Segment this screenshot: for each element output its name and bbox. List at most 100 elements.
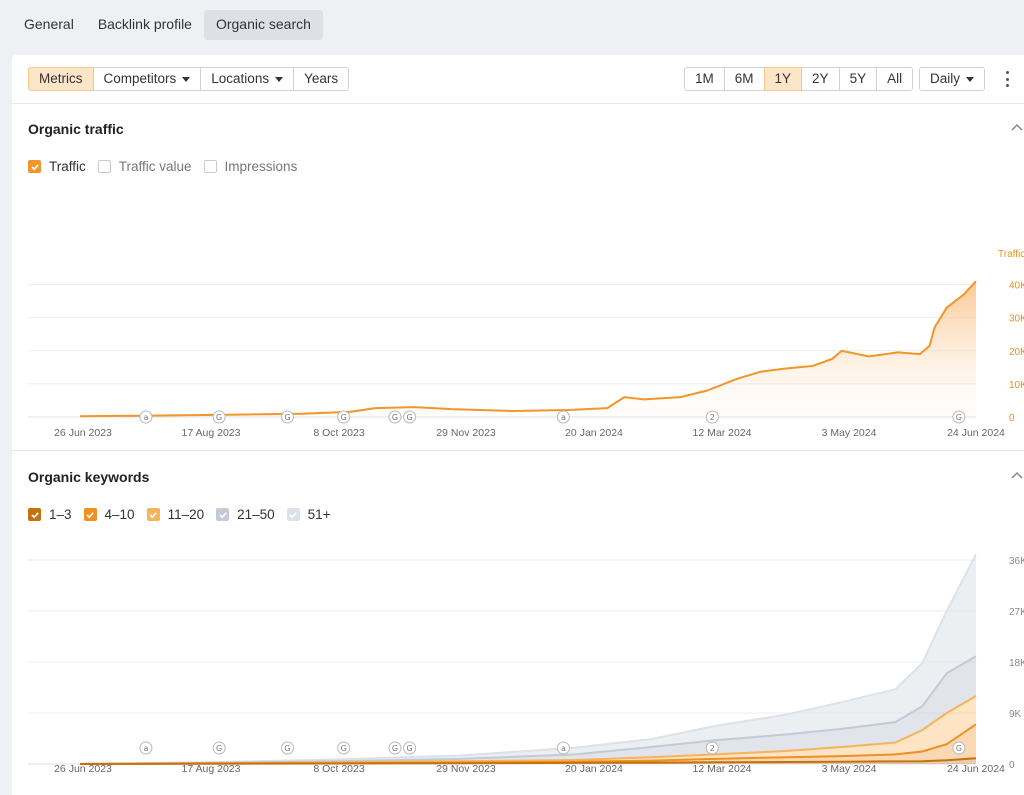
y-tick-label: 10K — [1009, 380, 1024, 391]
annotation-marker[interactable]: a — [139, 410, 153, 424]
checkbox-empty-icon — [203, 160, 217, 173]
svg-text:G: G — [284, 744, 290, 753]
svg-text:2: 2 — [710, 413, 715, 422]
svg-text:G: G — [284, 413, 290, 422]
legend-label: 51+ — [307, 507, 331, 522]
range-all-button[interactable]: All — [876, 67, 914, 91]
annotation-marker[interactable]: G — [388, 410, 402, 424]
locations-label: Locations — [211, 71, 270, 86]
checkbox-empty-icon — [97, 160, 111, 173]
tab-general[interactable]: General — [24, 16, 74, 32]
svg-text:2: 2 — [710, 744, 715, 753]
svg-text:G: G — [341, 744, 347, 753]
legend-pos-1-3[interactable]: 1–3 — [28, 507, 72, 522]
chevron-up-icon[interactable] — [1011, 470, 1023, 482]
section-divider — [12, 450, 1024, 451]
svg-text:G: G — [216, 413, 222, 422]
annotation-marker[interactable]: G — [281, 741, 295, 755]
x-tick-label: 26 Jun 2023 — [54, 763, 112, 775]
svg-text:a: a — [143, 413, 148, 422]
annotation-marker[interactable]: G — [403, 741, 417, 755]
metrics-button[interactable]: Metrics — [28, 67, 94, 91]
y-tick-label: 30K — [1009, 314, 1024, 325]
years-button[interactable]: Years — [293, 67, 350, 91]
view-controls: Metrics Competitors Locations Years — [28, 67, 350, 91]
legend-label: 4–10 — [104, 507, 135, 522]
competitors-dropdown[interactable]: Competitors — [92, 67, 202, 91]
annotation-marker[interactable]: G — [212, 410, 226, 424]
legend-label: 21–50 — [237, 507, 275, 522]
legend-label: 11–20 — [167, 507, 205, 522]
annotation-marker[interactable]: a — [556, 741, 570, 755]
legend-pos-51-plus[interactable]: 51+ — [286, 507, 331, 522]
more-options-icon[interactable] — [1004, 71, 1010, 87]
keywords-line — [79, 757, 977, 765]
x-tick-label: 20 Jan 2024 — [565, 427, 623, 439]
annotation-marker[interactable]: G — [403, 410, 417, 424]
keywords-area — [80, 724, 976, 764]
legend-label: Traffic — [49, 159, 86, 174]
caret-down-icon — [275, 76, 284, 82]
checkbox-checked-icon — [28, 160, 41, 173]
range-1y-button[interactable]: 1Y — [763, 67, 803, 91]
annotation-marker[interactable]: G — [281, 410, 295, 424]
range-2y-button[interactable]: 2Y — [801, 67, 840, 91]
tab-organic-search[interactable]: Organic search — [203, 10, 323, 40]
svg-text:a: a — [143, 744, 148, 753]
y-tick-label: 36K — [1009, 556, 1024, 567]
overview-card: Metrics Competitors Locations Years 1M 6… — [12, 55, 1024, 795]
y-tick-label: 0 — [1009, 760, 1015, 771]
y-tick-label: 40K — [1009, 281, 1024, 292]
annotation-marker[interactable]: 2 — [705, 741, 719, 755]
annotation-marker[interactable]: G — [337, 410, 351, 424]
range-6m-button[interactable]: 6M — [723, 67, 765, 91]
traffic-section-title: Organic traffic — [28, 121, 124, 137]
annotation-marker[interactable]: a — [556, 410, 570, 424]
x-tick-label: 8 Oct 2023 — [313, 763, 365, 775]
granularity-dropdown[interactable]: Daily — [919, 67, 986, 91]
x-tick-label: 3 May 2024 — [822, 763, 877, 775]
granularity-label: Daily — [930, 71, 961, 86]
x-tick-label: 3 May 2024 — [822, 427, 877, 439]
tab-backlink-profile[interactable]: Backlink profile — [97, 16, 192, 32]
checkbox-checked-icon — [216, 508, 230, 521]
range-controls: 1M 6M 1Y 2Y 5Y All — [684, 67, 914, 91]
range-5y-button[interactable]: 5Y — [838, 67, 878, 91]
x-tick-label: 29 Nov 2023 — [436, 763, 496, 775]
annotation-marker[interactable]: G — [952, 410, 966, 424]
y-tick-label: 18K — [1009, 658, 1024, 669]
annotation-marker[interactable]: a — [139, 741, 153, 755]
range-1m-button[interactable]: 1M — [684, 67, 725, 91]
legend-pos-4-10[interactable]: 4–10 — [83, 507, 135, 522]
legend-impressions[interactable]: Impressions — [203, 159, 297, 174]
legend-traffic-value[interactable]: Traffic value — [97, 159, 192, 174]
legend-traffic[interactable]: Traffic — [28, 159, 86, 174]
svg-text:G: G — [956, 413, 962, 422]
annotation-marker[interactable]: G — [388, 741, 402, 755]
svg-text:G: G — [341, 413, 347, 422]
y-axis-title: Traffic — [998, 249, 1024, 260]
annotation-marker[interactable]: 2 — [705, 410, 719, 424]
svg-text:a: a — [561, 744, 566, 753]
y-tick-label: 9K — [1009, 709, 1022, 720]
x-tick-label: 29 Nov 2023 — [436, 427, 496, 439]
x-tick-label: 12 Mar 2024 — [693, 763, 752, 775]
x-tick-label: 17 Aug 2023 — [182, 763, 241, 775]
svg-text:G: G — [956, 744, 962, 753]
annotation-marker[interactable]: G — [212, 741, 226, 755]
granularity-control: Daily — [919, 67, 986, 91]
annotation-marker[interactable]: G — [337, 741, 351, 755]
competitors-label: Competitors — [103, 71, 177, 86]
legend-label: Traffic value — [118, 159, 192, 174]
legend-pos-11-20[interactable]: 11–20 — [146, 507, 205, 522]
annotation-marker[interactable]: G — [952, 741, 966, 755]
locations-dropdown[interactable]: Locations — [200, 67, 295, 91]
legend-pos-21-50[interactable]: 21–50 — [216, 507, 275, 522]
chevron-up-icon[interactable] — [1011, 122, 1023, 134]
checkbox-checked-icon — [286, 508, 300, 521]
caret-down-icon — [182, 76, 191, 82]
x-tick-label: 20 Jan 2024 — [565, 763, 623, 775]
checkbox-checked-icon — [28, 508, 41, 521]
